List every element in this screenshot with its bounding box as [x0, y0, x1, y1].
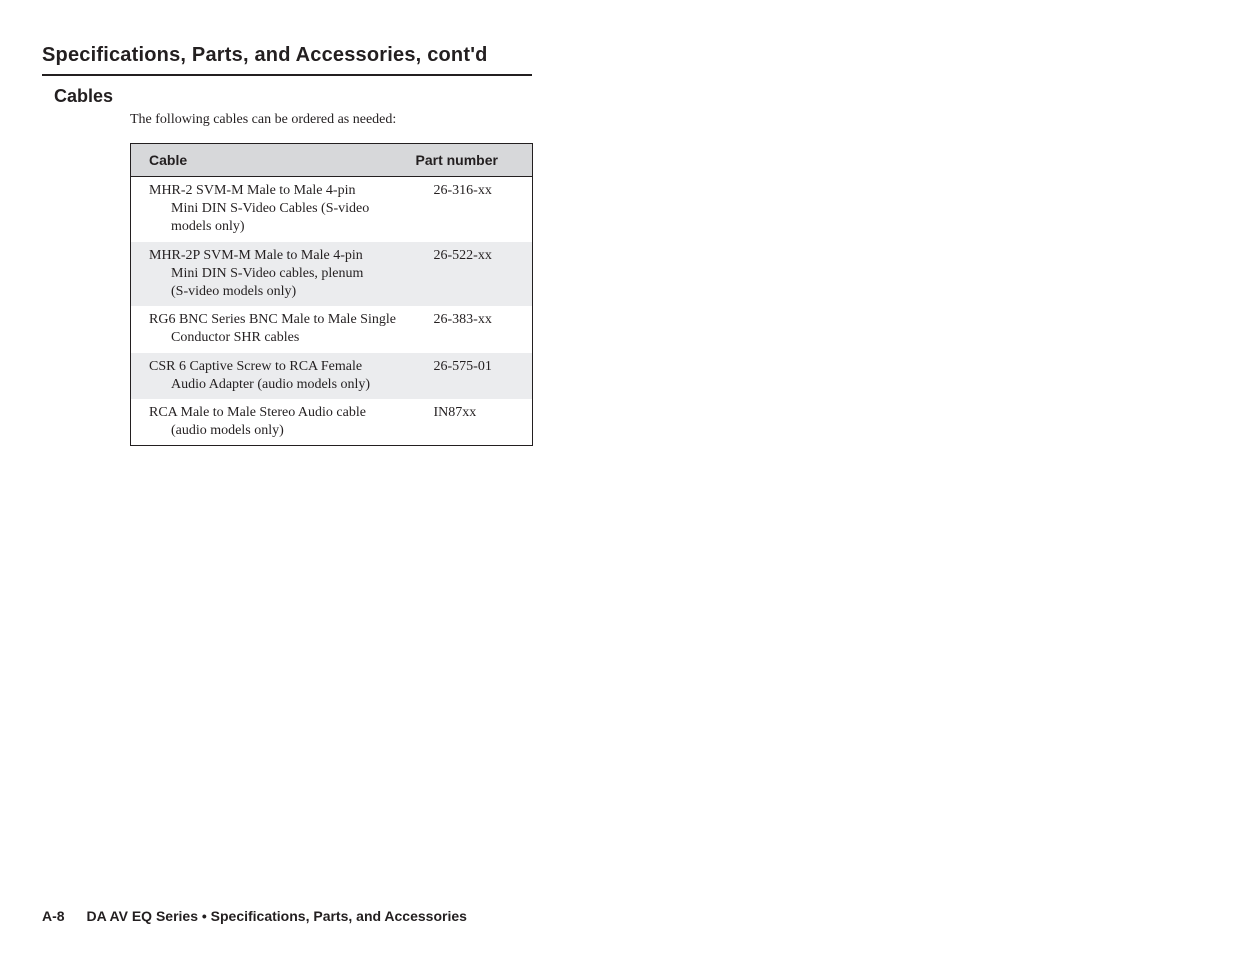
page-number: A-8: [42, 908, 65, 924]
cables-table: Cable Part number MHR-2 SVM-M Male to Ma…: [130, 143, 533, 446]
column-header-cable: Cable: [131, 144, 416, 177]
section-title-cables: Cables: [54, 86, 113, 107]
cell-cable: CSR 6 Captive Screw to RCA Female Audio …: [131, 353, 416, 399]
table-row: RG6 BNC Series BNC Male to Male Single C…: [131, 306, 533, 352]
table-row: MHR-2P SVM-M Male to Male 4-pin Mini DIN…: [131, 242, 533, 307]
cable-desc-line: (audio models only): [149, 422, 416, 440]
cable-desc-line: Audio Adapter (audio models only): [149, 376, 416, 394]
section-intro: The following cables can be ordered as n…: [130, 112, 396, 128]
cable-desc-line: Mini DIN S-Video cables, plenum: [149, 265, 416, 283]
footer-text: DA AV EQ Series • Specifications, Parts,…: [86, 908, 466, 924]
cell-cable: RCA Male to Male Stereo Audio cable (aud…: [131, 399, 416, 446]
cell-part: 26-383-xx: [416, 306, 533, 352]
cable-desc-line: RG6 BNC Series BNC Male to Male Single: [149, 311, 416, 329]
page-header: Specifications, Parts, and Accessories, …: [42, 44, 532, 76]
cell-part: 26-575-01: [416, 353, 533, 399]
cell-part: IN87xx: [416, 399, 533, 446]
cable-desc-line: (S-video models only): [149, 283, 416, 301]
table-header-row: Cable Part number: [131, 144, 533, 177]
cable-desc-line: RCA Male to Male Stereo Audio cable: [149, 404, 416, 422]
cable-desc-line: MHR-2P SVM-M Male to Male 4-pin: [149, 247, 416, 265]
cell-part: 26-522-xx: [416, 242, 533, 307]
footer: A-8 DA AV EQ Series • Specifications, Pa…: [42, 908, 467, 924]
table-row: MHR-2 SVM-M Male to Male 4-pin Mini DIN …: [131, 177, 533, 242]
cell-cable: RG6 BNC Series BNC Male to Male Single C…: [131, 306, 416, 352]
cable-desc-line: Conductor SHR cables: [149, 329, 416, 347]
table-row: CSR 6 Captive Screw to RCA Female Audio …: [131, 353, 533, 399]
cell-cable: MHR-2P SVM-M Male to Male 4-pin Mini DIN…: [131, 242, 416, 307]
cell-cable: MHR-2 SVM-M Male to Male 4-pin Mini DIN …: [131, 177, 416, 242]
table-row: RCA Male to Male Stereo Audio cable (aud…: [131, 399, 533, 446]
column-header-part: Part number: [416, 144, 533, 177]
cable-desc-line: models only): [149, 218, 416, 236]
cable-desc-line: MHR-2 SVM-M Male to Male 4-pin: [149, 182, 416, 200]
cell-part: 26-316-xx: [416, 177, 533, 242]
cable-desc-line: CSR 6 Captive Screw to RCA Female: [149, 358, 416, 376]
page-title: Specifications, Parts, and Accessories, …: [42, 44, 532, 67]
cable-desc-line: Mini DIN S-Video Cables (S-video: [149, 200, 416, 218]
